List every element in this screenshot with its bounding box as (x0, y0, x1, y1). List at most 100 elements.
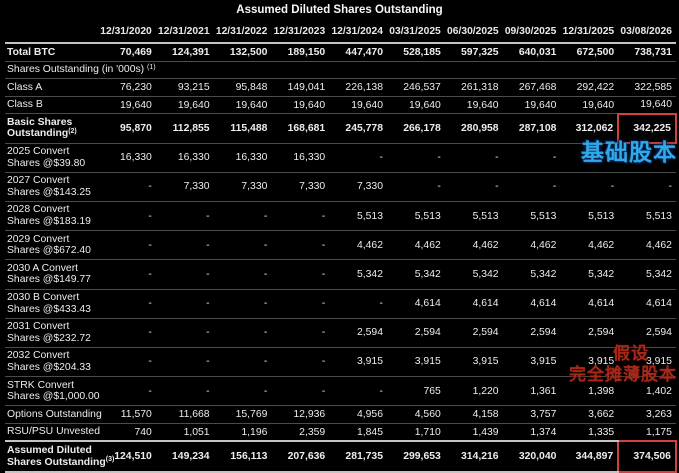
cell: 189,150 (287, 46, 326, 58)
cell: 261,318 (444, 78, 503, 97)
cell: - (560, 142, 619, 173)
cell: - (98, 288, 156, 319)
row-label-line2: Outstanding(2) (7, 127, 77, 140)
cell: 132,500 (229, 46, 268, 58)
cell: 3,915 (618, 346, 676, 377)
cell: 672,500 (576, 46, 615, 58)
cell: 2,594 (560, 317, 619, 348)
cell: 3,662 (560, 405, 619, 424)
cell: 4,614 (502, 288, 561, 319)
row-label-line2: Shares @$1,000.00 (7, 391, 100, 403)
cell: 4,614 (560, 288, 619, 319)
table-body: Total BTC 70,469 124,391 132,500 189,150 447,… (5, 43, 677, 473)
row-basic-shares-outstanding: Basic Shares Outstanding(2) 95,870 112,855 1… (5, 112, 677, 145)
cell: 5,342 (444, 259, 503, 289)
page-title: Assumed Diluted Shares Outstanding (236, 4, 443, 16)
cell: 322,585 (618, 78, 676, 97)
cell: 2,594 (618, 317, 676, 348)
cell: 320,040 (502, 440, 561, 473)
cell: 93,215 (155, 78, 214, 97)
row-assumed-diluted: Assumed Diluted Shares Outstanding(3) 124,… (5, 440, 677, 473)
row-2025-convert: 2025 Convert Shares @$39.80 16,330 16,330 16… (5, 142, 676, 173)
column-header: 12/31/2020 (98, 23, 156, 44)
cell: - (271, 317, 330, 348)
cell: - (271, 259, 330, 289)
cell: 149,041 (271, 78, 330, 97)
row-label-line1: RSU/PSU Unvested (7, 426, 100, 438)
cell: 267,468 (502, 78, 561, 97)
cell: 3,915 (329, 346, 387, 377)
cell: - (155, 376, 214, 406)
row-label: 2028 Convert Shares @$183.19 (5, 200, 98, 231)
cell: - (502, 171, 561, 202)
footnote-marker: (3) (105, 456, 115, 464)
cell: 4,614 (386, 288, 445, 319)
row-2027-convert: 2027 Convert Shares @$143.25-7,330 7,330 7,… (5, 171, 676, 202)
row-2030-a-convert: 2030 A Convert Shares @$149.77- - - -5,342 5,… (5, 259, 676, 289)
cell: - (213, 317, 272, 348)
cell: 342,225 (617, 112, 677, 145)
cell: - (155, 346, 214, 377)
cell: 19,640 (502, 95, 561, 114)
cell: 16,330 (213, 142, 272, 173)
row-label-line1: Assumed Diluted (7, 444, 92, 456)
cell: 4,462 (444, 230, 503, 260)
row-options-outstanding: Options Outstanding 11,570 11,668 15,769 12,… (5, 405, 676, 424)
cell: 314,216 (444, 440, 503, 473)
cell: 5,342 (618, 259, 676, 289)
cell: - (560, 171, 619, 202)
cell: 12,936 (271, 405, 330, 424)
row-label: 2029 Convert Shares @$672.40 (5, 230, 98, 260)
cell: 1,335 (560, 422, 619, 442)
cell: 7,330 (213, 171, 272, 202)
cell: 1,051 (155, 422, 214, 442)
cell: 5,342 (502, 259, 561, 289)
row-label: 2030 B Convert Shares @$433.43 (5, 288, 98, 319)
cell: 2,594 (444, 317, 503, 348)
row-label-line1: 2027 Convert (7, 175, 70, 187)
cell: 4,614 (618, 288, 676, 319)
cell: 112,855 (155, 113, 214, 144)
cell: 156,113 (213, 440, 272, 473)
cell: - (98, 376, 156, 406)
cell: 19,640 (329, 95, 387, 114)
section-label: Shares Outstanding (in '000s) (1) (5, 60, 676, 79)
row-label-line1: Total BTC (7, 46, 56, 58)
cell: 115,488 (213, 113, 272, 144)
cell: 2,594 (329, 317, 387, 348)
cell: 3,757 (502, 405, 561, 424)
cell: - (213, 376, 272, 406)
cell: 7,330 (329, 171, 387, 202)
cell: 1,175 (618, 422, 676, 442)
cell: - (98, 171, 156, 202)
cell: 3,915 (502, 346, 561, 377)
column-header: 12/31/2023 (271, 23, 330, 44)
column-header: 12/31/2024 (329, 23, 387, 44)
cell: 16,330 (155, 142, 214, 173)
row-label-line2: Shares @$232.72 (7, 332, 91, 344)
cell: 2,359 (271, 422, 330, 442)
column-header: 03/08/2026 (618, 23, 676, 44)
cell: 3,915 (444, 346, 503, 377)
row-shares-outstanding-section: Shares Outstanding (in '000s) (1) (5, 60, 676, 79)
cell: - (213, 259, 272, 289)
cell: - (155, 230, 214, 260)
row-label-line1: 2030 A Convert (7, 262, 79, 274)
cell: 7,330 (155, 171, 214, 202)
cell: 280,958 (444, 113, 503, 144)
cell: 2,594 (502, 317, 561, 348)
cell: - (98, 200, 156, 231)
cell: 1,439 (444, 422, 503, 442)
cell: 3,263 (618, 405, 676, 424)
cell: 124,391 (172, 46, 210, 58)
cell: - (98, 317, 156, 348)
row-label: 2027 Convert Shares @$143.25 (5, 171, 98, 202)
cell: 740 (98, 422, 156, 442)
cell: 266,178 (386, 113, 445, 144)
row-label: Class B (5, 95, 98, 114)
header-label-cell (5, 23, 98, 44)
cell: 4,956 (329, 405, 387, 424)
row-label-line2: Shares @$183.19 (7, 216, 91, 228)
cell: - (329, 142, 387, 173)
cell: 5,513 (502, 200, 561, 231)
